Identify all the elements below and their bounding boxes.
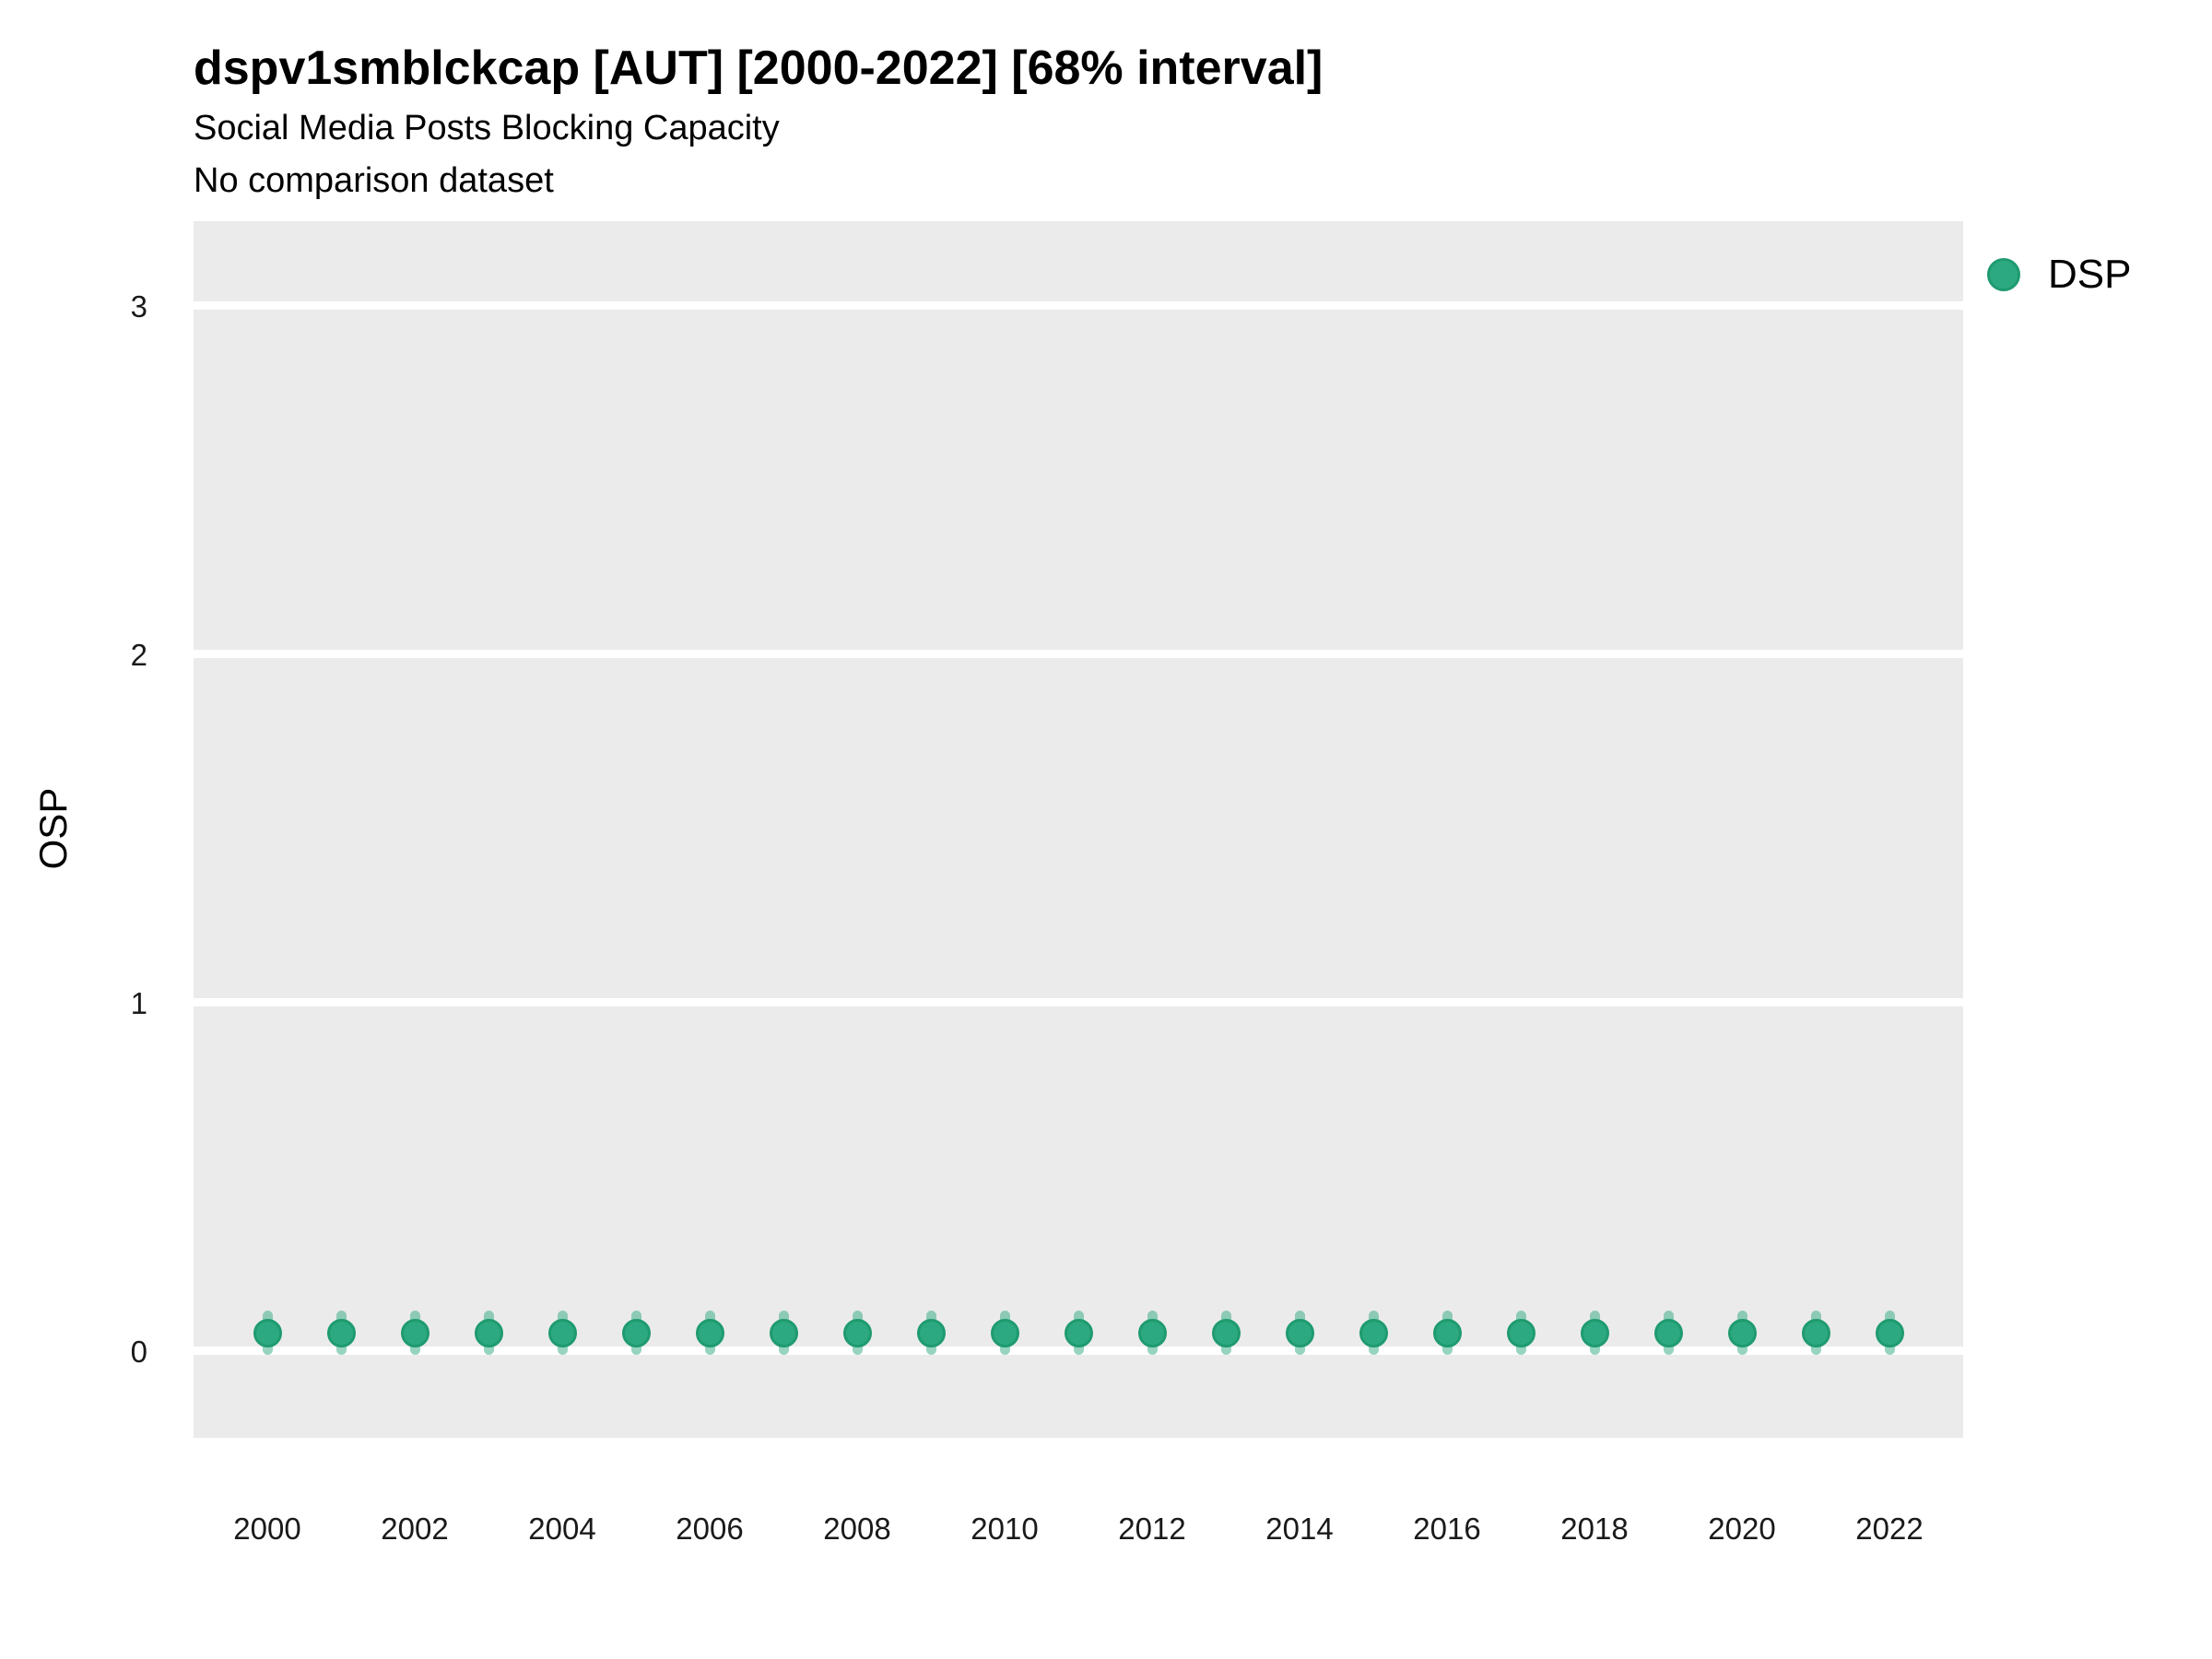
y-tick-label-1: 1 <box>130 985 147 1020</box>
data-point-2008 <box>842 1319 872 1348</box>
data-point-2017 <box>1506 1319 1535 1348</box>
data-point-2021 <box>1801 1319 1830 1348</box>
data-point-2020 <box>1727 1319 1757 1348</box>
data-point-2018 <box>1580 1319 1609 1348</box>
x-tick-label-2010: 2010 <box>971 1512 1039 1546</box>
data-point-2001 <box>326 1319 356 1348</box>
x-tick-label-2020: 2020 <box>1708 1512 1776 1546</box>
data-point-2013 <box>1211 1319 1241 1348</box>
legend-item-label: DSP <box>2048 252 2132 297</box>
legend-point-icon <box>1987 258 2020 291</box>
y-tick-label-2: 2 <box>130 637 147 672</box>
y-axis-title: OSP <box>31 787 75 870</box>
data-point-2011 <box>1064 1319 1093 1348</box>
gridline-y-2 <box>194 650 1963 659</box>
y-tick-label-3: 3 <box>130 288 147 324</box>
data-point-2012 <box>1137 1319 1167 1348</box>
x-tick-label-2012: 2012 <box>1118 1512 1186 1546</box>
chart-subtitle: Social Media Posts Blocking Capacity <box>194 109 780 147</box>
plot-panel <box>194 221 1963 1438</box>
data-point-2014 <box>1285 1319 1314 1348</box>
legend: DSP <box>1987 254 2131 295</box>
x-tick-label-2004: 2004 <box>528 1512 596 1546</box>
data-point-2015 <box>1359 1319 1388 1348</box>
y-tick-label-0: 0 <box>130 1334 147 1369</box>
data-point-2004 <box>547 1319 577 1348</box>
data-point-2006 <box>695 1319 724 1348</box>
chart-annotation: No comparison dataset <box>194 161 554 200</box>
data-point-2002 <box>400 1319 429 1348</box>
data-point-2022 <box>1875 1319 1904 1348</box>
data-point-2009 <box>916 1319 946 1348</box>
x-tick-label-2016: 2016 <box>1413 1512 1481 1546</box>
data-point-2000 <box>253 1319 282 1348</box>
data-point-2007 <box>769 1319 798 1348</box>
x-tick-label-2018: 2018 <box>1560 1512 1629 1546</box>
data-point-2003 <box>474 1319 503 1348</box>
data-point-2016 <box>1432 1319 1462 1348</box>
x-tick-label-2022: 2022 <box>1855 1512 1924 1546</box>
gridline-y-3 <box>194 301 1963 311</box>
data-point-2005 <box>621 1319 651 1348</box>
x-tick-label-2006: 2006 <box>676 1512 744 1546</box>
chart-title: dspv1smblckcap [AUT] [2000-2022] [68% in… <box>194 41 1324 95</box>
data-point-2010 <box>990 1319 1019 1348</box>
x-tick-label-2008: 2008 <box>823 1512 891 1546</box>
data-point-2019 <box>1653 1319 1683 1348</box>
x-tick-label-2000: 2000 <box>233 1512 301 1546</box>
x-tick-label-2014: 2014 <box>1265 1512 1334 1546</box>
gridline-y-1 <box>194 998 1963 1007</box>
x-tick-label-2002: 2002 <box>381 1512 449 1546</box>
